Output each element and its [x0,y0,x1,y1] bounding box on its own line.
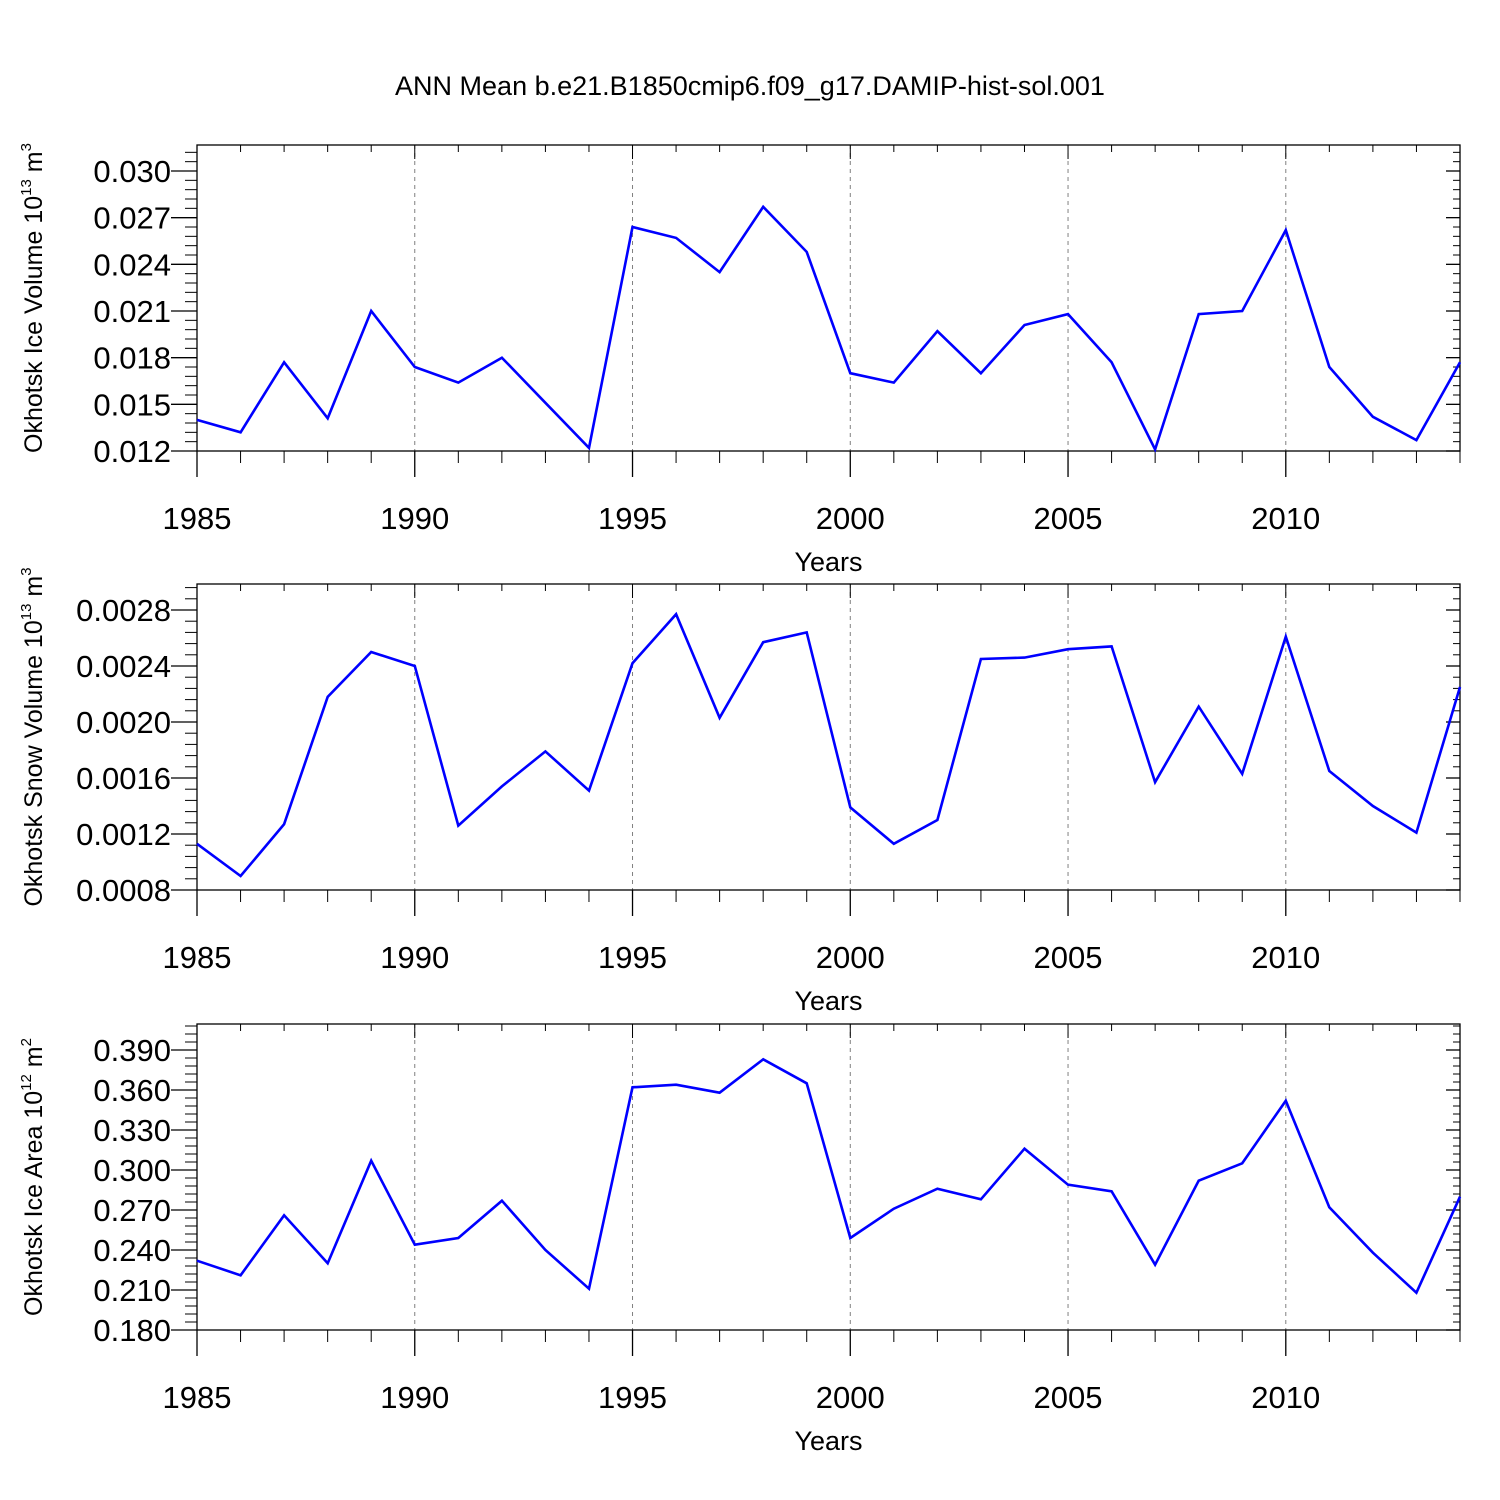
x-tick-label: 1990 [380,501,449,536]
x-tick-label: 2000 [816,940,885,975]
y-tick-label: 0.390 [93,1033,171,1068]
y-axis-label: Okhotsk Ice Volume 1013 m3 [18,143,48,453]
y-tick-label: 0.330 [93,1113,171,1148]
series-line [196,611,1462,878]
panels: 0.012 0.015 0.018 0.021 0.024 0.027 0.030 1985 1… [18,143,1462,1456]
y-tick-label: 0.018 [93,341,171,376]
x-tick-label: 1985 [163,940,232,975]
x-tick-label: 1985 [163,1380,232,1415]
y-tick-label: 0.300 [93,1153,171,1188]
x-axis-label: Years [794,986,862,1016]
y-tick-label: 0.0024 [76,649,171,684]
y-tick-label: 0.015 [93,387,171,422]
x-tick-label: 1995 [598,501,667,536]
x-tick-label: 1990 [380,940,449,975]
y-tick-label: 0.012 [93,434,171,469]
y-tick-label: 0.210 [93,1273,171,1308]
x-tick-label: 2005 [1034,501,1103,536]
x-tick-label: 1990 [380,1380,449,1415]
x-tick-label: 1995 [598,940,667,975]
x-tick-label: 2010 [1251,501,1320,536]
x-tick-label: 2010 [1251,1380,1320,1415]
x-tick-label: 2010 [1251,940,1320,975]
y-tick-label: 0.0028 [76,593,171,628]
x-tick-label: 2005 [1034,1380,1103,1415]
x-tick-label: 2005 [1034,940,1103,975]
y-tick-label: 0.180 [93,1313,171,1348]
x-tick-label: 2000 [816,501,885,536]
y-tick-label: 0.027 [93,201,171,236]
y-tick-label: 0.030 [93,154,171,189]
x-tick-label: 1985 [163,501,232,536]
plot-frame [196,1023,1461,1331]
y-tick-label: 0.270 [93,1193,171,1228]
figure-title: ANN Mean b.e21.B1850cmip6.f09_g17.DAMIP-… [395,71,1105,101]
y-tick-label: 0.0020 [76,705,171,740]
x-axis-label: Years [794,547,862,577]
plot-frame [196,144,1461,452]
chart-panel-3: 0.180 0.210 0.240 0.270 0.300 0.330 0.360 0.390… [18,1023,1462,1456]
y-axis-label: Okhotsk Ice Area 1012 m2 [18,1038,48,1316]
chart-panel-2: 0.0008 0.0012 0.0016 0.0020 0.0024 0.0028 1985… [18,567,1462,1016]
x-tick-label: 1995 [598,1380,667,1415]
series-line [196,1057,1462,1295]
y-tick-label: 0.024 [93,247,171,282]
y-tick-label: 0.0012 [76,817,171,852]
y-tick-label: 0.240 [93,1233,171,1268]
y-tick-label: 0.0008 [76,873,171,908]
chart-panel-1: 0.012 0.015 0.018 0.021 0.024 0.027 0.030 1985 1… [18,143,1462,577]
x-axis-label: Years [794,1426,862,1456]
y-axis-label: Okhotsk Snow Volume 1013 m3 [18,567,48,906]
x-tick-label: 2000 [816,1380,885,1415]
y-tick-label: 0.360 [93,1073,171,1108]
y-tick-label: 0.021 [93,294,171,329]
series-line [196,204,1462,453]
y-tick-label: 0.0016 [76,761,171,796]
plot-frame [196,583,1461,891]
